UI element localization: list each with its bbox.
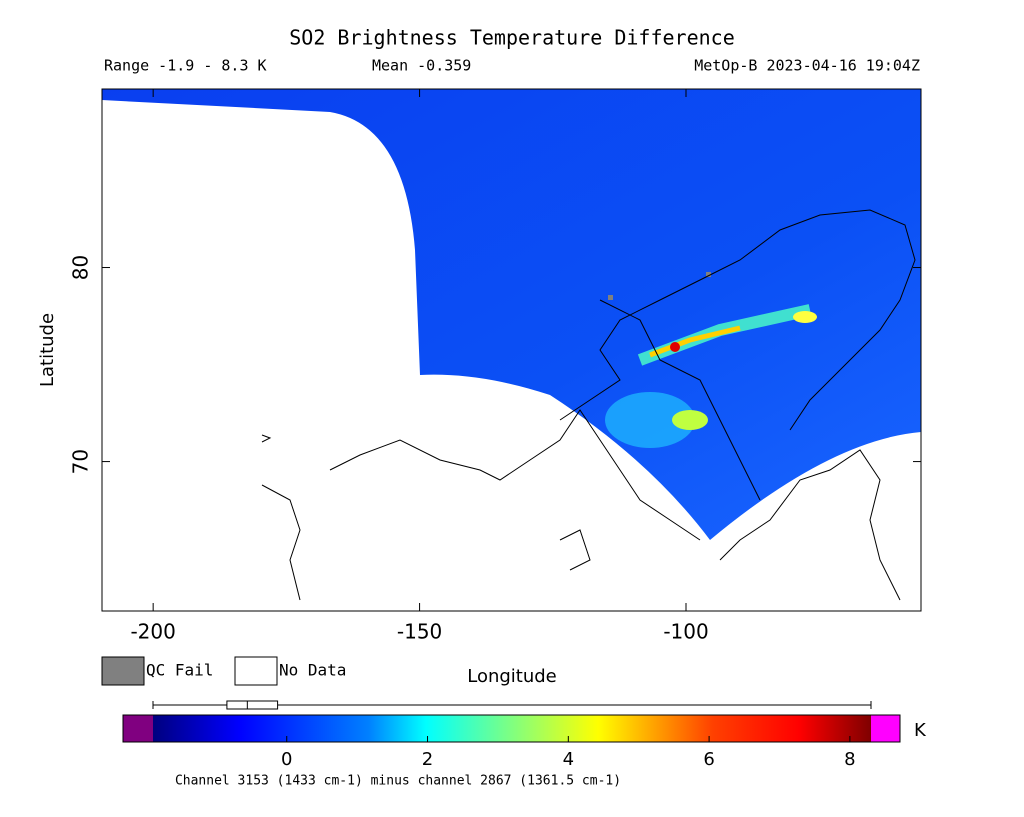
plume: [649, 325, 741, 358]
x-tick-label: -150: [397, 620, 442, 644]
y-tick-label: 70: [69, 449, 93, 474]
qc-fail: [706, 272, 711, 277]
box: [226, 700, 279, 710]
colorbar-caption: Channel 3153 (1433 cm-1) minus channel 2…: [175, 774, 621, 789]
colorbar-over: [871, 715, 900, 742]
plot-frame: [101, 88, 922, 612]
plume: [793, 311, 817, 323]
legend-swatch: [101, 656, 145, 686]
x-axis-label: Longitude: [467, 666, 557, 687]
colorbar-frame: [122, 714, 901, 743]
legend-label: No Data: [279, 661, 346, 680]
colorbar-under: [123, 715, 153, 742]
source: MetOp-B 2023-04-16 19:04Z: [694, 57, 920, 75]
legend-swatch: [234, 656, 278, 686]
title: SO2 Brightness Temperature Difference: [289, 26, 735, 50]
colorbar-tick-label: 0: [281, 749, 292, 770]
y-tick-label: 80: [69, 255, 93, 280]
plume: [672, 410, 708, 430]
x-tick-label: -100: [663, 620, 708, 644]
plume: [605, 392, 695, 448]
colorbar-tick-label: 8: [844, 749, 855, 770]
qc-fail: [608, 295, 613, 300]
y-axis-label: Latitude: [37, 313, 58, 387]
colorbar-unit: K: [914, 720, 927, 741]
colorbar-tick-label: 6: [703, 749, 714, 770]
legend-label: QC Fail: [146, 661, 213, 680]
mean: Mean -0.359: [372, 57, 471, 75]
map-image: [102, 89, 921, 601]
swath: [102, 89, 921, 540]
plume: [670, 342, 680, 352]
x-tick-label: -200: [130, 620, 175, 644]
colorbar-tick-label: 2: [422, 749, 433, 770]
colorbar-tick-label: 4: [563, 749, 574, 770]
range: Range -1.9 - 8.3 K: [104, 57, 267, 75]
colorbar: [153, 715, 871, 742]
coastlines: [261, 209, 916, 601]
